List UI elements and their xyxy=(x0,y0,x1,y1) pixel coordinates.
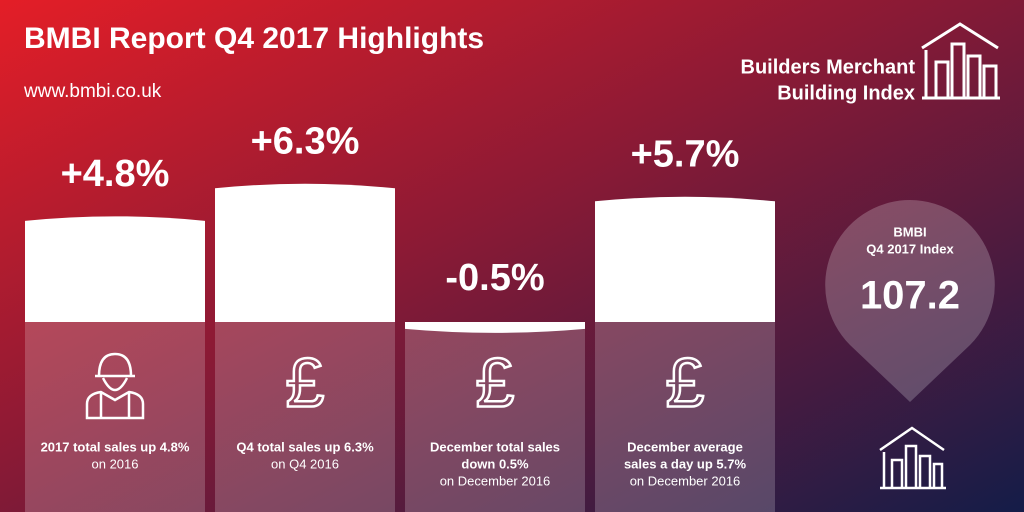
panel xyxy=(405,322,585,512)
caption: 2017 total sales up 4.8% xyxy=(41,439,190,454)
caption: December total sales xyxy=(430,439,560,454)
bar xyxy=(405,322,585,333)
value-label: +5.7% xyxy=(631,133,740,175)
subcaption: on December 2016 xyxy=(630,473,741,488)
pound-icon: £ xyxy=(476,343,515,421)
bar xyxy=(595,196,775,322)
index-value: 107.2 xyxy=(860,274,960,318)
value-label: +4.8% xyxy=(61,153,170,195)
subcaption: on December 2016 xyxy=(440,473,551,488)
logo-text: Builders Merchant xyxy=(741,56,916,78)
subcaption: on Q4 2016 xyxy=(271,456,339,471)
bar xyxy=(215,183,395,322)
value-label: +6.3% xyxy=(251,120,360,162)
url: www.bmbi.co.uk xyxy=(23,81,162,102)
caption: Q4 total sales up 6.3% xyxy=(236,439,374,454)
pound-icon: £ xyxy=(286,343,325,421)
index-label: Q4 2017 Index xyxy=(866,241,954,256)
logo-text: Building Index xyxy=(777,82,915,104)
index-pin xyxy=(825,200,995,402)
footer-icon xyxy=(879,426,946,490)
logo-icon xyxy=(921,22,1000,100)
panel xyxy=(215,322,395,512)
caption: December average xyxy=(627,439,743,454)
title: BMBI Report Q4 2017 Highlights xyxy=(24,22,484,55)
bar xyxy=(25,216,205,322)
pound-icon: £ xyxy=(666,343,705,421)
caption: down 0.5% xyxy=(461,456,529,471)
caption: sales a day up 5.7% xyxy=(624,456,747,471)
value-label: -0.5% xyxy=(445,257,544,299)
worker-icon xyxy=(85,352,145,420)
panel xyxy=(595,322,775,512)
index-label: BMBI xyxy=(893,224,926,239)
subcaption: on 2016 xyxy=(92,456,139,471)
